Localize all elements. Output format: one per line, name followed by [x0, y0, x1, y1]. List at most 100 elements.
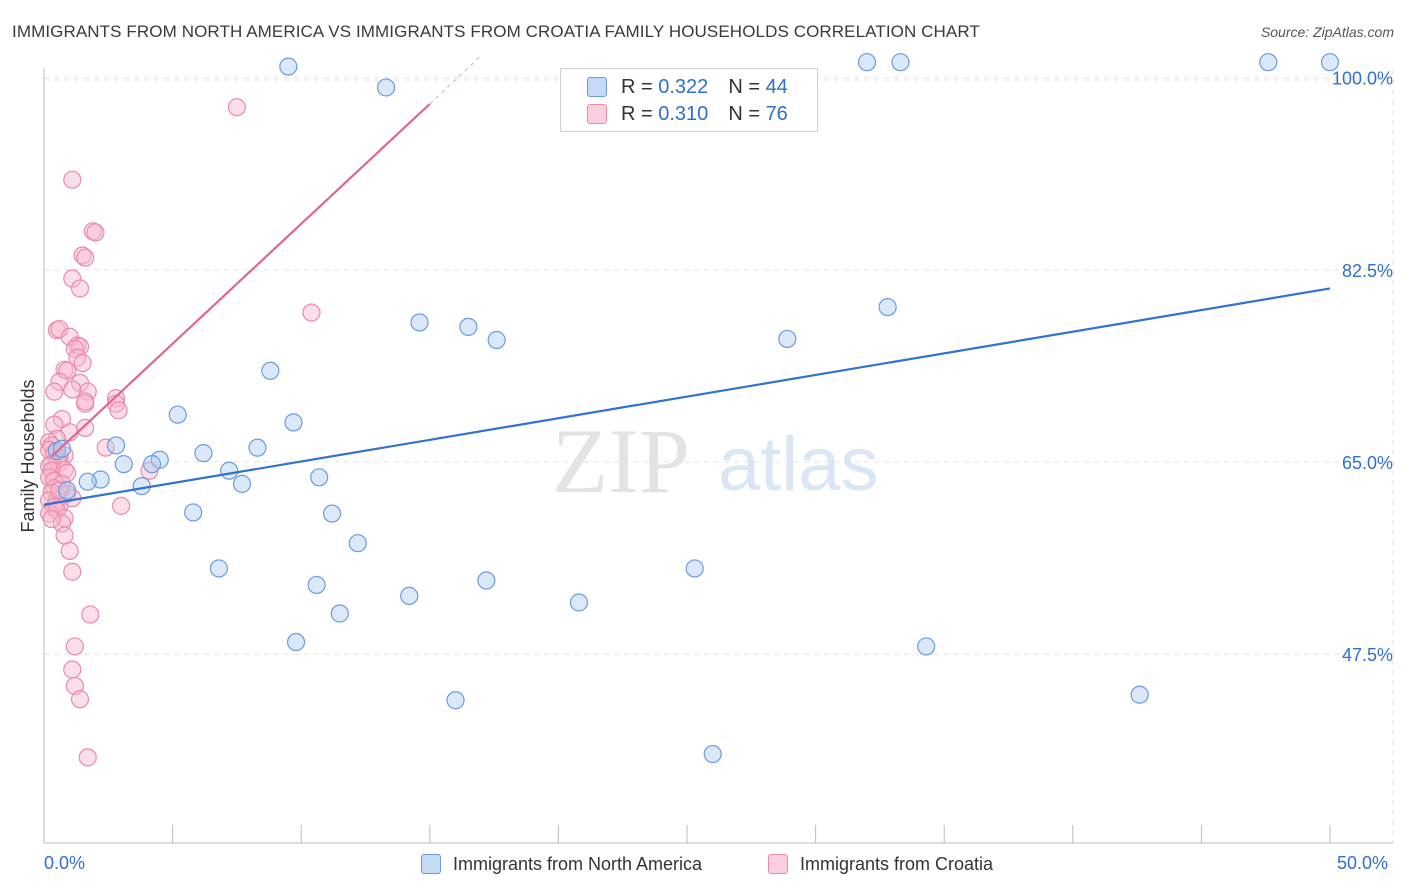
north-america-trend-line	[43, 287, 1331, 506]
north-america-points	[47, 53, 1340, 764]
bottom-legend-label-1: Immigrants from North America	[453, 853, 703, 874]
legend-row-north-america: R = 0.322 N = 44	[587, 75, 788, 99]
north-america-point	[132, 476, 151, 496]
north-america-point	[322, 504, 342, 523]
north-america-point	[685, 559, 704, 578]
legend-r-value-2: 0.310	[658, 102, 709, 125]
croatia-point	[76, 248, 95, 267]
croatia-points	[40, 98, 321, 767]
north-america-point	[1320, 53, 1340, 72]
legend-n-value-1: 44	[765, 75, 788, 98]
legend-r-value-1: 0.322	[658, 75, 709, 98]
source-label: Source: ZipAtlas.com	[1260, 24, 1394, 40]
north-america-point	[891, 53, 910, 72]
north-america-point	[477, 571, 496, 590]
legend-swatch-blue	[587, 77, 607, 97]
croatia-point	[302, 303, 321, 322]
north-america-point	[778, 329, 797, 349]
north-america-point	[878, 297, 897, 317]
y-tick-labels: 47.5% 65.0% 82.5% 100.0%	[1332, 69, 1393, 666]
legend-swatch-pink	[587, 104, 607, 124]
legend-r-label: R =	[621, 102, 653, 125]
north-america-point	[410, 313, 429, 332]
north-america-point	[400, 586, 419, 606]
legend-row-croatia: R = 0.310 N = 76	[587, 102, 788, 126]
y-tick-label: 47.5%	[1342, 645, 1393, 665]
y-tick-label: 65.0%	[1342, 453, 1393, 473]
north-america-point	[52, 439, 72, 458]
north-america-point	[917, 637, 936, 656]
x-axis-max-label: 50.0%	[1337, 853, 1389, 873]
north-america-point	[106, 436, 126, 455]
north-america-point	[857, 53, 877, 72]
croatia-trend-extension	[429, 55, 482, 105]
croatia-point	[112, 496, 131, 515]
croatia-point	[63, 380, 82, 399]
north-america-point	[1130, 685, 1149, 704]
north-america-point	[310, 468, 329, 487]
x-axis-min-label: 0.0%	[44, 853, 86, 873]
croatia-point	[109, 401, 128, 420]
croatia-point	[86, 223, 105, 242]
croatia-point	[60, 541, 79, 560]
croatia-point	[55, 526, 74, 545]
bottom-legend-swatch-pink	[768, 854, 788, 874]
north-america-point	[703, 744, 722, 764]
north-america-point	[330, 604, 349, 623]
correlation-legend: R = 0.322 N = 44 R = 0.310 N = 76	[560, 68, 818, 132]
bottom-legend-north-america: Immigrants from North America	[421, 853, 702, 875]
croatia-point	[227, 98, 246, 117]
trend-lines	[43, 55, 1331, 506]
croatia-point	[73, 353, 92, 373]
croatia-point	[63, 562, 82, 581]
bottom-legend-swatch-blue	[421, 854, 441, 874]
north-america-point	[569, 593, 589, 612]
north-america-point	[194, 444, 213, 463]
croatia-point	[76, 418, 95, 437]
legend-n-label: N =	[728, 75, 760, 98]
watermark: ZIP atlas	[552, 410, 879, 512]
north-america-point	[261, 361, 280, 380]
croatia-point	[45, 415, 64, 434]
croatia-point	[78, 748, 97, 767]
y-tick-label: 100.0%	[1332, 69, 1393, 89]
croatia-point	[70, 690, 90, 709]
axes	[43, 68, 1393, 844]
north-america-point	[307, 575, 326, 595]
croatia-point	[70, 279, 90, 298]
bottom-legend-croatia: Immigrants from Croatia	[768, 853, 993, 875]
north-america-point	[446, 691, 465, 710]
north-america-point	[284, 413, 303, 432]
croatia-point	[68, 348, 87, 367]
croatia-point	[73, 246, 92, 265]
croatia-point	[76, 392, 95, 411]
gridlines	[44, 70, 1394, 843]
watermark-zip: ZIP	[552, 410, 690, 512]
north-america-point	[114, 455, 133, 474]
north-america-point	[1259, 53, 1278, 72]
north-america-point	[78, 472, 97, 491]
north-america-point	[142, 455, 162, 474]
legend-n-label: N =	[728, 102, 760, 125]
y-tick-label: 82.5%	[1342, 261, 1393, 281]
croatia-point	[63, 269, 82, 288]
croatia-trend-line	[50, 103, 431, 458]
croatia-point	[50, 319, 69, 339]
bottom-legend-label-2: Immigrants from Croatia	[800, 853, 994, 874]
north-america-point	[232, 474, 252, 493]
croatia-point	[65, 637, 84, 656]
north-america-point	[220, 461, 239, 480]
north-america-point	[376, 78, 396, 97]
watermark-atlas: atlas	[718, 422, 879, 507]
north-america-point	[279, 57, 298, 76]
croatia-point	[81, 605, 100, 624]
north-america-point	[248, 438, 267, 457]
north-america-point	[348, 534, 367, 553]
croatia-point	[63, 660, 82, 679]
north-america-point	[209, 559, 228, 578]
croatia-point	[63, 170, 82, 189]
north-america-point	[58, 481, 77, 500]
chart-title: IMMIGRANTS FROM NORTH AMERICA VS IMMIGRA…	[12, 22, 980, 41]
north-america-point	[459, 317, 478, 336]
